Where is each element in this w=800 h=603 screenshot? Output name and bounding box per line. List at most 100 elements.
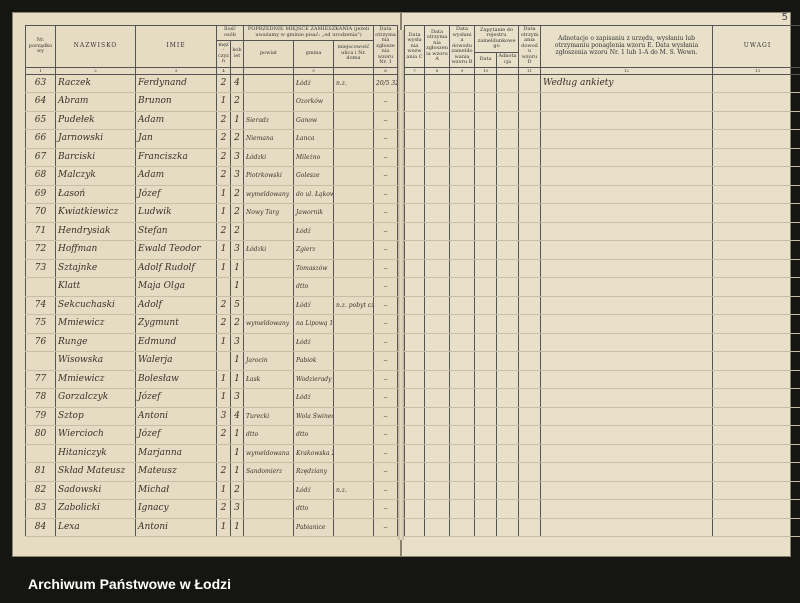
district <box>243 92 295 112</box>
first-name: Józef <box>135 388 217 408</box>
commune: Łanca <box>293 129 335 149</box>
commune: Łódź <box>293 74 335 93</box>
table-row <box>404 148 800 167</box>
row-number: 79 <box>25 407 56 426</box>
men-count: 2 <box>216 314 231 334</box>
cell-c11 <box>518 185 542 204</box>
cell-c10a <box>474 499 497 519</box>
remarks <box>712 407 800 426</box>
date-received: -- <box>373 148 399 167</box>
cell-c7 <box>404 499 425 519</box>
cell-c10b <box>495 388 520 408</box>
table-row: 82 Sadowski Michał 1 2 Łódź n.z. -- <box>25 481 399 500</box>
cell-c11 <box>518 388 542 408</box>
women-count: 5 <box>229 296 245 315</box>
first-name: Ludwik <box>135 203 217 223</box>
commune: Łódź <box>293 388 335 408</box>
left-page: Nr. porządkowy NAZWISKO IMIE Ilość osób … <box>12 12 401 557</box>
cell-c9 <box>449 351 475 371</box>
first-name: Adolf Rudolf <box>135 259 217 278</box>
date-received: -- <box>373 481 399 500</box>
table-row <box>404 129 800 149</box>
surname: Sztajnke <box>55 259 136 278</box>
women-count: 3 <box>229 148 245 167</box>
row-number <box>25 444 56 463</box>
cell-c8 <box>424 92 450 112</box>
annotation <box>540 481 714 500</box>
cell-c7 <box>404 388 425 408</box>
remarks <box>712 499 800 519</box>
locality <box>333 222 375 241</box>
header-women: kobiet <box>229 39 245 68</box>
locality <box>333 333 375 352</box>
women-count: 1 <box>229 111 245 130</box>
remarks <box>712 425 800 445</box>
cell-c11 <box>518 314 542 334</box>
cell-c10a <box>474 148 497 167</box>
men-count: 1 <box>216 388 231 408</box>
district: Nowy Targ <box>243 203 295 223</box>
cell-c8 <box>424 425 450 445</box>
cell-c7 <box>404 370 425 389</box>
annotation <box>540 222 714 241</box>
row-number: 82 <box>25 481 56 500</box>
men-count: 3 <box>216 407 231 426</box>
date-received: -- <box>373 185 399 204</box>
cell-c10b <box>495 277 520 297</box>
district: Łódzki <box>243 148 295 167</box>
men-count: 1 <box>216 259 231 278</box>
men-count: 1 <box>216 185 231 204</box>
district <box>243 481 295 500</box>
cell-c10b <box>495 425 520 445</box>
table-row <box>404 481 800 500</box>
annotation <box>540 499 714 519</box>
cell-c8 <box>424 314 450 334</box>
cell-c10b <box>495 92 520 112</box>
cell-c11 <box>518 74 542 93</box>
column-number: 2 <box>55 67 136 75</box>
men-count: 2 <box>216 148 231 167</box>
cell-c11 <box>518 296 542 315</box>
date-received: -- <box>373 166 399 186</box>
men-count: 2 <box>216 166 231 186</box>
cell-c9 <box>449 407 475 426</box>
table-row <box>404 92 800 112</box>
cell-c10a <box>474 185 497 204</box>
date-received: -- <box>373 111 399 130</box>
men-count: 1 <box>216 518 231 537</box>
district: Sandomierz <box>243 462 295 482</box>
locality <box>333 462 375 482</box>
cell-c10a <box>474 166 497 186</box>
commune: Ozorków <box>293 92 335 112</box>
remarks <box>712 481 800 500</box>
women-count: 3 <box>229 499 245 519</box>
cell-c10a <box>474 370 497 389</box>
table-row <box>404 444 800 463</box>
header-no: Nr. porządkowy <box>25 25 56 68</box>
men-count: 1 <box>216 370 231 389</box>
row-number: 71 <box>25 222 56 241</box>
commune: Pabianice <box>293 518 335 537</box>
annotation <box>540 166 714 186</box>
district <box>243 333 295 352</box>
cell-c9 <box>449 481 475 500</box>
commune: Mileżno <box>293 148 335 167</box>
remarks <box>712 277 800 297</box>
cell-c10a <box>474 203 497 223</box>
cell-c10a <box>474 74 497 93</box>
women-count: 1 <box>229 277 245 297</box>
cell-c10b <box>495 333 520 352</box>
women-count: 1 <box>229 370 245 389</box>
date-received: -- <box>373 388 399 408</box>
cell-c11 <box>518 129 542 149</box>
surname: Sadowski <box>55 481 136 500</box>
row-number: 66 <box>25 129 56 149</box>
column-number: 1 <box>25 67 56 75</box>
header-district: powiat <box>243 39 295 68</box>
register-table-right: Data wysłania wezwania C Data otrzymania… <box>404 25 800 537</box>
cell-c8 <box>424 296 450 315</box>
locality <box>333 444 375 463</box>
date-received: -- <box>373 259 399 278</box>
district: Łódzki <box>243 240 295 260</box>
surname: Runge <box>55 333 136 352</box>
